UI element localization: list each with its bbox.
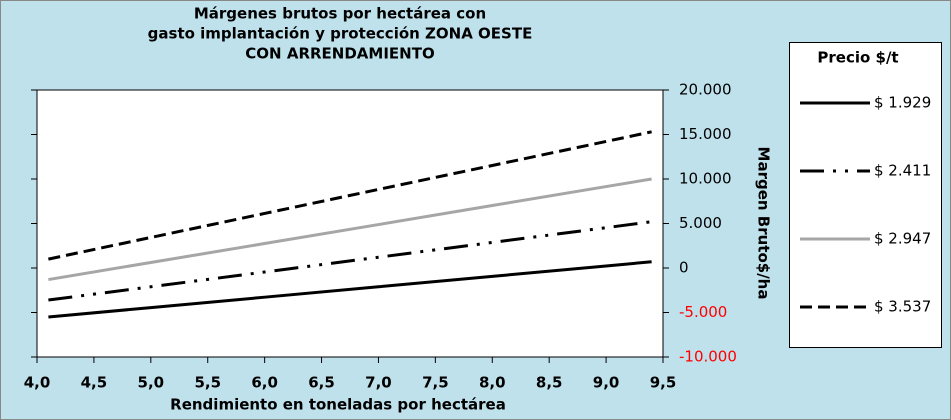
chart-title: CON ARRENDAMIENTO — [245, 45, 434, 63]
series-line — [48, 177, 652, 282]
y-tick-label: -5.000 — [679, 303, 727, 321]
y-tick-label: 5.000 — [679, 214, 722, 232]
x-tick-label: 8,5 — [536, 374, 563, 392]
series-line — [48, 260, 652, 319]
y-tick-label: 0 — [679, 259, 689, 277]
x-tick-label: 6,5 — [308, 374, 335, 392]
legend-title: Precio $/t — [817, 49, 898, 67]
x-tick-label: 9,5 — [650, 374, 677, 392]
chart-title: Márgenes brutos por hectárea con — [194, 5, 486, 23]
x-tick-label: 9,0 — [593, 374, 620, 392]
y-tick-label: -10.000 — [679, 348, 737, 366]
y-tick-label: 10.000 — [679, 170, 732, 188]
y-tick-label: 20.000 — [679, 81, 732, 99]
legend-box — [789, 42, 942, 348]
x-tick-label: 7,0 — [365, 374, 392, 392]
y-tick-label: 15.000 — [679, 125, 732, 143]
x-axis-label: Rendimiento en toneladas por hectárea — [170, 396, 506, 414]
x-tick-label: 7,5 — [422, 374, 449, 392]
x-tick-label: 4,0 — [24, 374, 51, 392]
series-line — [48, 220, 652, 302]
plot-area — [36, 89, 664, 358]
legend-label: $ 1.929 — [874, 94, 931, 112]
y-axis-label: Margen Bruto$/ha — [755, 147, 773, 300]
x-tick-label: 6,0 — [251, 374, 278, 392]
legend-label: $ 2.411 — [874, 162, 931, 180]
x-tick-label: 5,0 — [138, 374, 165, 392]
chart-title: gasto implantación y protección ZONA OES… — [148, 25, 533, 43]
x-tick-label: 8,0 — [479, 374, 506, 392]
x-tick-label: 4,5 — [81, 374, 108, 392]
series-line — [48, 130, 652, 261]
x-tick-label: 5,5 — [194, 374, 221, 392]
legend-label: $ 2.947 — [874, 230, 931, 248]
legend-label: $ 3.537 — [874, 298, 931, 316]
